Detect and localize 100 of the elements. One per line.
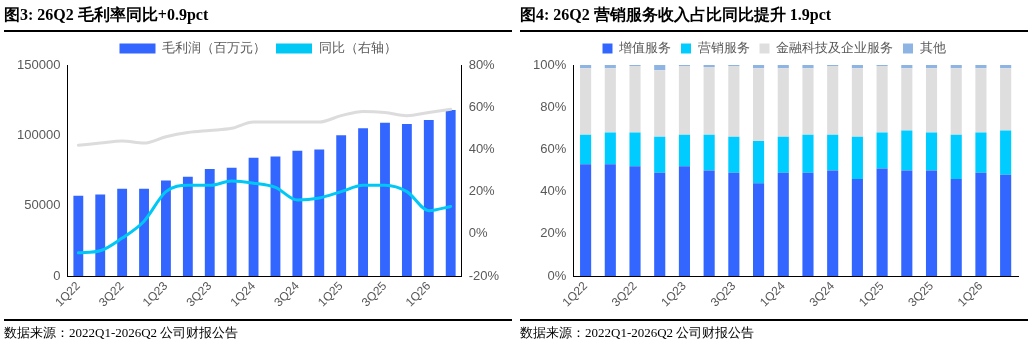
bar <box>580 65 592 69</box>
bar <box>678 66 690 135</box>
legend-label: 其他 <box>919 40 946 56</box>
bar <box>73 195 84 277</box>
legend-label: 增值服务 <box>618 40 671 56</box>
bar <box>876 168 888 277</box>
bar <box>901 65 913 69</box>
bar <box>401 124 412 277</box>
bar <box>851 68 863 137</box>
legend-label: 同比（右轴） <box>318 40 397 56</box>
bar <box>204 169 215 277</box>
y-tick-label: 0 <box>53 267 61 283</box>
bar <box>604 65 616 69</box>
bar <box>827 66 839 135</box>
bar <box>226 167 237 277</box>
bar <box>777 172 789 277</box>
bar <box>950 134 962 179</box>
bar <box>876 132 888 169</box>
bar <box>1000 130 1012 175</box>
bar <box>753 65 765 69</box>
bar <box>975 68 987 133</box>
bar <box>703 134 715 171</box>
bar <box>901 130 913 171</box>
y-tick-label: 50000 <box>24 197 61 213</box>
bar <box>580 68 592 135</box>
bar <box>728 136 740 173</box>
bar <box>292 150 303 277</box>
bar <box>950 178 962 277</box>
bar <box>753 68 765 141</box>
y2-tick-label: 20% <box>468 183 496 199</box>
bar <box>802 134 814 173</box>
bar <box>777 136 789 173</box>
y-tick-label: 0% <box>547 267 567 283</box>
bar <box>580 134 592 165</box>
bar <box>728 172 740 277</box>
y-tick-label: 100% <box>533 56 567 72</box>
bar <box>753 140 765 184</box>
bar <box>827 170 839 277</box>
bar <box>182 176 193 277</box>
bar <box>901 68 913 131</box>
bar <box>876 66 888 133</box>
bar <box>678 166 690 277</box>
bar <box>777 68 789 137</box>
bar <box>851 178 863 277</box>
y2-tick-label: 40% <box>468 141 496 156</box>
bar <box>950 68 962 135</box>
bar <box>139 188 149 277</box>
chart-title: 图4: 26Q2 营销服务收入占比同比提升 1.9pct <box>520 0 1028 32</box>
y2-tick-label: 80% <box>468 56 496 72</box>
bar <box>161 180 171 277</box>
bar <box>678 134 690 167</box>
chart-title: 图3: 26Q2 毛利率同比+0.9pct <box>4 0 512 32</box>
bar <box>654 70 666 137</box>
bar <box>629 166 641 277</box>
bar <box>925 65 938 69</box>
bar <box>336 135 347 277</box>
bar <box>703 65 715 68</box>
bar <box>802 65 814 69</box>
bar <box>802 172 814 277</box>
bar <box>802 68 814 135</box>
y2-tick-label: -20% <box>468 267 500 283</box>
y-tick-label: 150000 <box>16 56 61 72</box>
bar <box>580 164 592 277</box>
bar <box>925 132 938 171</box>
bar <box>975 132 987 173</box>
bar <box>1000 68 1012 131</box>
legend-label: 营销服务 <box>697 40 750 56</box>
bar <box>604 68 616 133</box>
bar <box>423 119 434 277</box>
bar <box>117 188 128 277</box>
bar <box>95 194 106 277</box>
bar <box>604 132 616 165</box>
legend-label: 金融科技及企业服务 <box>776 40 893 56</box>
bar <box>728 66 740 137</box>
bar <box>851 136 863 179</box>
y-tick-label: 100000 <box>16 126 61 142</box>
source-note: 数据来源：2022Q1-2026Q2 公司财报公告 <box>520 319 1028 345</box>
bar <box>314 149 325 277</box>
bar <box>703 170 715 277</box>
bar <box>629 132 641 167</box>
legend-label: 毛利润（百万元） <box>162 40 266 56</box>
bar <box>901 170 913 277</box>
y-tick-label: 60% <box>540 141 567 156</box>
bar <box>445 110 456 277</box>
y2-tick-label: 60% <box>468 98 496 114</box>
bar <box>604 164 616 277</box>
line-series <box>76 179 453 255</box>
bar <box>975 65 987 69</box>
y-tick-label: 20% <box>540 225 567 241</box>
bar <box>925 170 938 277</box>
y2-tick-label: 0% <box>468 225 488 241</box>
bar <box>950 65 962 69</box>
bar <box>777 65 789 69</box>
bar <box>925 68 938 133</box>
bar <box>380 122 390 277</box>
bar <box>851 65 863 69</box>
bar <box>703 67 715 135</box>
line-series <box>76 107 453 147</box>
bar <box>1000 65 1012 69</box>
bar <box>654 172 666 277</box>
